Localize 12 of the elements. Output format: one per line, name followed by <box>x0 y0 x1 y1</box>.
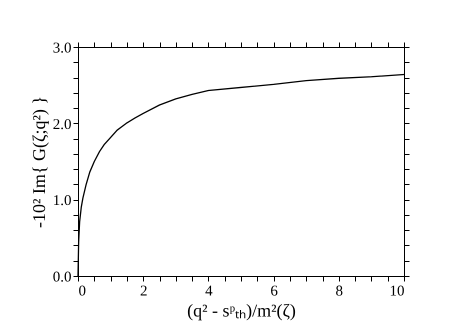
y-axis-title: -10² Im{ G(ζ;q²) } <box>28 96 49 228</box>
x-tick-label: 0 <box>78 284 86 300</box>
x-tick-label: 6 <box>270 284 278 300</box>
x-tick-label: 8 <box>336 284 344 300</box>
y-tick-label: 0.0 <box>52 270 72 286</box>
y-tick-label: 2.0 <box>52 116 72 133</box>
y-tick-label: 3.0 <box>52 40 72 56</box>
x-tick-label: 10 <box>390 284 404 300</box>
x-axis-title: (q² - sᵖₜₕ)/m²(ζ) <box>187 300 296 320</box>
y-tick-label: 1.0 <box>52 193 72 210</box>
x-tick-label: 2 <box>140 284 148 300</box>
x-tick-label: 4 <box>205 284 214 300</box>
